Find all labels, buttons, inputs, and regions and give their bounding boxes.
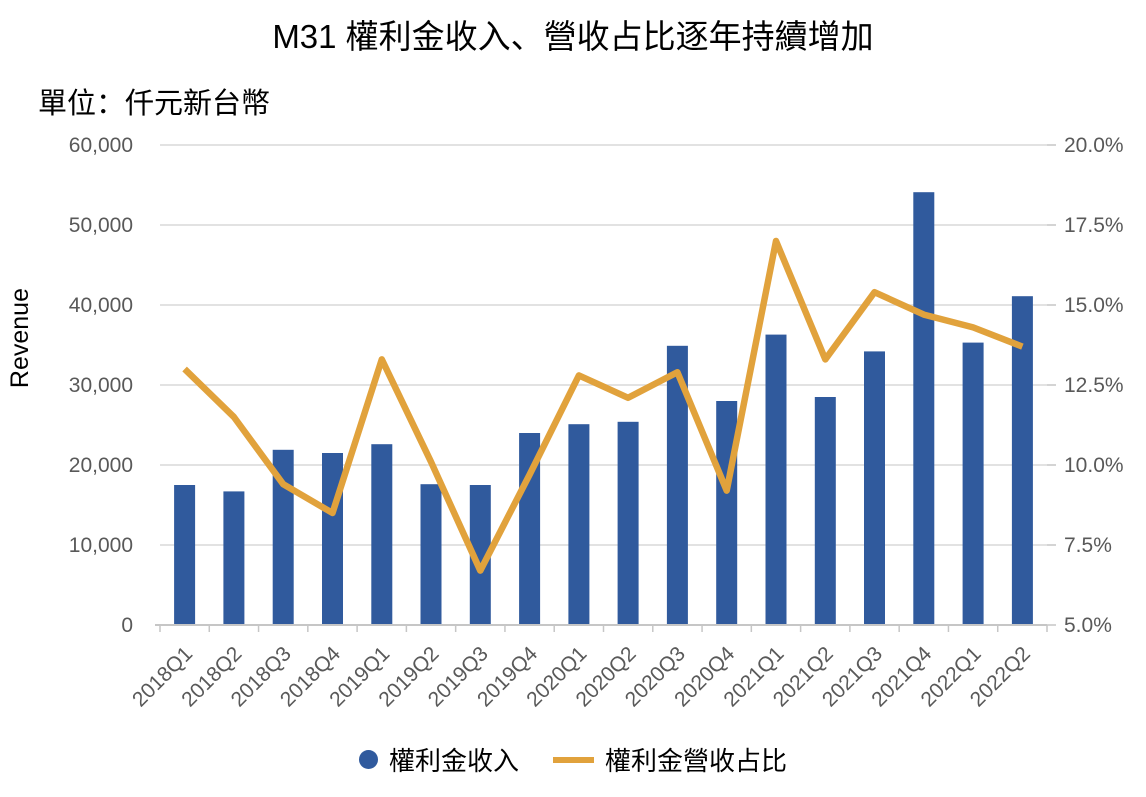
left-axis-tick-label: 60,000: [69, 134, 133, 157]
bar-2021Q1: [765, 334, 787, 625]
bar-2021Q2: [814, 397, 836, 625]
bar-2020Q3: [666, 345, 688, 625]
bar-2019Q3: [469, 485, 491, 625]
left-axis-tick-label: 0: [121, 614, 133, 637]
right-axis-tick-label: 15.0%: [1064, 294, 1124, 317]
bar-2021Q3: [864, 351, 885, 625]
bar-2018Q1: [174, 485, 196, 625]
bar-2021Q4: [913, 192, 935, 625]
right-axis-tick-label: 12.5%: [1064, 374, 1124, 397]
right-axis-tick-label: 7.5%: [1064, 534, 1112, 557]
legend: 權利金收入 權利金營收占比: [0, 741, 1146, 778]
chart-title: M31 權利金收入、營收占比逐年持續增加: [272, 18, 874, 55]
bar-2018Q3: [272, 449, 294, 625]
ratio-line: [182, 237, 1024, 574]
legend-ratio-label: 權利金營收占比: [605, 746, 788, 776]
bar-2019Q1: [371, 444, 393, 625]
right-axis-tick-label: 5.0%: [1064, 614, 1112, 637]
left-axis-tick-label: 50,000: [69, 214, 133, 237]
bar-2020Q4: [716, 401, 738, 625]
legend-ratio-marker-icon: [553, 756, 594, 763]
bar-2020Q2: [617, 421, 639, 625]
bar-2019Q2: [420, 484, 442, 625]
bar-2022Q2: [1011, 296, 1033, 625]
bar-2018Q4: [322, 453, 343, 625]
unit-label: 單位：仟元新台幣: [38, 88, 271, 120]
left-axis-tick-label: 20,000: [69, 454, 133, 477]
right-axis-tick-label: 17.5%: [1064, 214, 1124, 237]
legend-revenue-marker-icon: [358, 750, 378, 769]
left-axis-tick-label: 40,000: [69, 294, 133, 317]
bar-2018Q2: [223, 491, 245, 625]
left-axis-tick-label: 30,000: [69, 374, 133, 397]
right-axis-tick-label: 10.0%: [1064, 454, 1124, 477]
legend-revenue-label: 權利金收入: [388, 746, 519, 776]
left-axis-tick-label: 10,000: [69, 534, 133, 557]
combo-chart: 0 5.0% 10,000 7.5% 20,000 10.0% 30,000 12.5% 40,…: [69, 134, 1124, 711]
right-axis-tick-label: 20.0%: [1064, 134, 1124, 157]
bar-2022Q1: [962, 342, 984, 625]
bar-2020Q1: [568, 424, 590, 625]
